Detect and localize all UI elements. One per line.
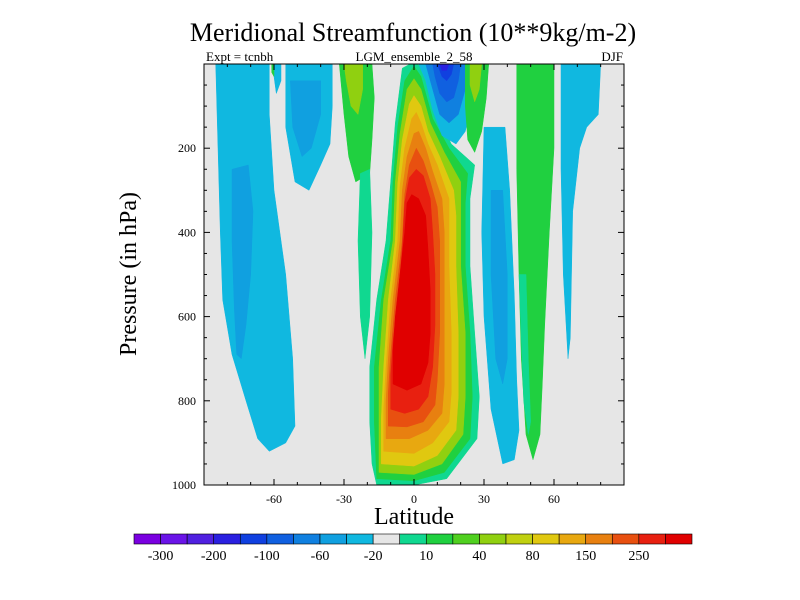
colorbar-swatch	[532, 533, 560, 545]
colorbar-swatch	[293, 533, 321, 545]
y-tick-label: 400	[178, 225, 196, 239]
contour-sh-negative-core	[231, 164, 254, 359]
contour-sh-mid-negative-core	[290, 80, 321, 157]
colorbar-label: -200	[201, 549, 227, 564]
colorbar-swatch	[213, 533, 241, 545]
y-tick-label: 1000	[172, 478, 196, 492]
chart-title: Meridional Streamfunction (10**9kg/m-2)	[190, 18, 636, 47]
x-tick-label: 0	[411, 492, 417, 506]
y-tick-label: 200	[178, 141, 196, 155]
contour-sh-small-green-column	[271, 64, 275, 77]
colorbar-swatch	[611, 533, 640, 545]
contour-fills	[215, 64, 601, 485]
axis-ticks	[203, 63, 625, 486]
colorbar-swatch	[558, 533, 587, 545]
colorbar-swatch	[665, 533, 693, 545]
x-tick-labels: -60 -30 0 30 60	[266, 492, 560, 506]
colorbar-swatch	[505, 533, 533, 545]
colorbar-swatch	[479, 533, 507, 545]
colorbar-swatch	[319, 533, 347, 545]
contour-positive-cell-core	[392, 194, 431, 391]
colorbar-swatch	[346, 533, 374, 545]
colorbar-label: 250	[628, 549, 649, 564]
colorbar-swatch	[452, 533, 480, 545]
contour-nh-highlat-negative	[560, 64, 601, 359]
colorbar-label: 150	[575, 549, 596, 564]
colorbar-label: 40	[472, 549, 486, 564]
colorbar-swatch	[266, 533, 294, 545]
colorbar-swatch	[372, 533, 401, 545]
colorbar-swatch	[133, 533, 161, 545]
contour-nh-midlat-positive-outer-band	[518, 274, 531, 435]
subtitle-ensemble: LGM_ensemble_2_58	[356, 49, 473, 64]
colorbar-labels: -300 -200 -100 -60 -20 10 40 80 150 250	[148, 549, 650, 564]
colorbar-label: -100	[254, 549, 280, 564]
subtitle-season: DJF	[601, 49, 623, 64]
contour-sh-weak-negative	[215, 64, 296, 452]
colorbar-label: 10	[419, 549, 433, 564]
contour-nh-subtropical-negative-core	[490, 190, 508, 385]
colorbar-swatch	[425, 533, 454, 545]
x-tick-label: 60	[548, 492, 560, 506]
colorbar-swatch	[638, 533, 666, 545]
colorbar-swatch	[239, 533, 268, 545]
y-axis-label: Pressure (in hPa)	[116, 192, 142, 356]
colorbar	[133, 533, 693, 545]
colorbar-label: -300	[148, 549, 174, 564]
y-tick-label: 600	[178, 310, 196, 324]
contour-nh-right-positive-inner	[469, 64, 482, 103]
colorbar-swatch	[186, 533, 215, 545]
subtitle-expt: Expt = tcnbh	[206, 49, 274, 64]
colorbar-swatch	[399, 533, 427, 545]
colorbar-label: -20	[364, 549, 383, 564]
contour-nh-upper-negative-core	[439, 64, 450, 71]
colorbar-swatch	[585, 533, 613, 545]
contour-sh-lower-positive-blob	[357, 169, 373, 359]
colorbar-swatch	[160, 533, 188, 545]
x-tick-label: 30	[478, 492, 490, 506]
contour-sh-positive-inner	[343, 64, 363, 115]
x-axis-label: Latitude	[374, 504, 454, 530]
x-tick-label: -30	[336, 492, 352, 506]
colorbar-label: 80	[526, 549, 540, 564]
x-tick-label: -60	[266, 492, 282, 506]
colorbar-label: -60	[311, 549, 330, 564]
y-tick-label: 800	[178, 394, 196, 408]
y-tick-labels: 200 400 600 800 1000	[172, 141, 196, 492]
